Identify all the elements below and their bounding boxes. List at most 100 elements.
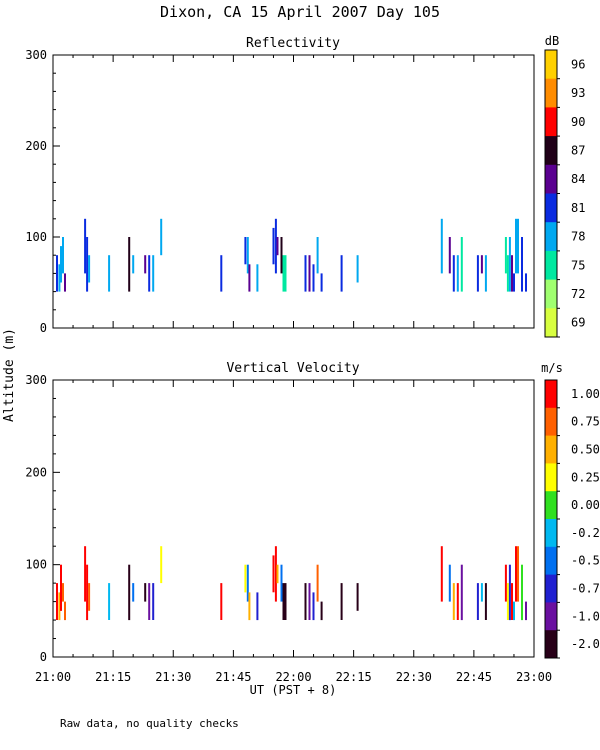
reflectivity-y-tick-label: 0 (40, 321, 47, 335)
reflectivity-axes: 0 100 200 300 (25, 48, 535, 335)
reflectivity-echo-streak (284, 255, 287, 292)
reflectivity-echo-streak (340, 255, 343, 292)
velocity-echo-streak (356, 583, 359, 611)
reflectivity-colorbar-swatch (545, 107, 557, 137)
reflectivity-echo-streak (248, 264, 251, 292)
velocity-echo-streak (62, 583, 64, 602)
reflectivity-echo-streak (152, 255, 155, 292)
velocity-echo-streak (88, 583, 91, 611)
reflectivity-colorbar-swatch (545, 78, 557, 108)
velocity-echo-streak (144, 583, 147, 602)
velocity-colorbar-label: -0.25 (571, 526, 600, 540)
reflectivity-echo-streak (108, 255, 111, 292)
reflectivity-echo-streak (148, 255, 151, 292)
reflectivity-colorbar-swatch (545, 193, 557, 223)
reflectivity-echo-streak (128, 237, 131, 292)
reflectivity-echo-streak (64, 273, 66, 292)
velocity-echo-streak (456, 583, 459, 620)
reflectivity-colorbar-label: 84 (571, 172, 585, 186)
reflectivity-colorbar-label: 72 (571, 287, 585, 301)
velocity-echo-streak (312, 592, 315, 621)
velocity-echo-streak (280, 564, 283, 602)
velocity-colorbar-label: 0.50 (571, 443, 600, 457)
reflectivity-echo-streak (440, 218, 443, 274)
reflectivity-echo-streak (280, 237, 283, 274)
velocity-echo-streak (60, 564, 62, 611)
velocity-echo-streak (256, 592, 259, 621)
reflectivity-echo-streak (320, 273, 323, 292)
velocity-echo-streak (513, 601, 515, 621)
velocity-echo-streak (508, 564, 511, 621)
velocity-colorbar-swatch (545, 463, 557, 492)
reflectivity-echo-streak (88, 255, 91, 283)
velocity-echo-streak (246, 564, 249, 602)
reflectivity-colorbar-swatch (545, 250, 557, 281)
reflectivity-echo-streak (276, 237, 279, 256)
x-axis-label: UT (PST + 8) (250, 683, 337, 697)
velocity-colorbar-swatch (545, 546, 557, 576)
velocity-echo-streak (460, 564, 463, 621)
reflectivity-echo-streak (56, 255, 58, 292)
velocity-echo-streak (282, 583, 285, 620)
reflectivity-echo-streak (244, 237, 247, 265)
velocity-echo-streak (86, 564, 89, 621)
reflectivity-title: Reflectivity (246, 36, 340, 51)
reflectivity-echo-streak (452, 255, 455, 292)
x-tick-label: 22:45 (456, 670, 492, 684)
x-tick-label: 23:00 (516, 670, 552, 684)
reflectivity-echo-streak (256, 264, 259, 292)
x-tick-label: 21:15 (95, 670, 131, 684)
reflectivity-echo-streak (246, 237, 249, 274)
velocity-echo-streak (58, 592, 61, 621)
velocity-colorbar-unit: m/s (541, 361, 563, 375)
velocity-axes: 21:00 21:15 21:30 21:45 22:00 22:15 22:30 22:45… (25, 373, 552, 684)
footnote: Raw data, no quality checks (60, 717, 239, 730)
reflectivity-y-tick-label: 100 (25, 230, 47, 244)
reflectivity-echo-streak (304, 255, 307, 292)
velocity-echo-streak (244, 564, 247, 593)
velocity-echo-streak (308, 583, 311, 620)
reflectivity-y-tick-label: 200 (25, 139, 47, 153)
reflectivity-colorbar-label: 93 (571, 86, 585, 100)
velocity-echo-streak (525, 601, 527, 621)
velocity-echo-streak (440, 546, 443, 602)
reflectivity-echo-streak (58, 264, 61, 292)
velocity-colorbar-label: 0.00 (571, 498, 600, 512)
reflectivity-colorbar-unit: dB (545, 34, 559, 48)
reflectivity-colorbar: 96 93 90 87 84 81 78 75 72 69 (544, 49, 585, 338)
reflectivity-streaks (56, 218, 527, 292)
velocity-echo-streak (480, 583, 483, 602)
reflectivity-echo-streak (460, 237, 463, 292)
reflectivity-echo-streak (220, 255, 223, 292)
velocity-streaks (56, 546, 527, 621)
velocity-echo-streak (284, 583, 287, 620)
velocity-colorbar-swatch (545, 435, 557, 464)
reflectivity-echo-streak (316, 237, 319, 274)
x-tick-label: 21:45 (215, 670, 251, 684)
velocity-colorbar-label: -0.75 (571, 582, 600, 596)
reflectivity-echo-streak (521, 237, 523, 292)
velocity-echo-streak (132, 583, 135, 602)
velocity-echo-streak (64, 601, 66, 621)
velocity-echo-streak (84, 546, 87, 602)
reflectivity-echo-streak (448, 237, 451, 274)
velocity-echo-streak (128, 564, 131, 621)
velocity-y-tick-label: 300 (25, 373, 47, 387)
reflectivity-echo-streak (62, 237, 64, 274)
velocity-echo-streak (276, 564, 279, 584)
reflectivity-echo-streak (132, 255, 135, 274)
reflectivity-colorbar-label: 87 (571, 144, 585, 158)
reflectivity-colorbar-swatch (545, 164, 557, 194)
velocity-echo-streak (304, 583, 307, 620)
velocity-colorbar-swatch (545, 407, 557, 437)
velocity-echo-streak (506, 583, 509, 620)
velocity-echo-streak (148, 583, 151, 620)
velocity-echo-streak (56, 583, 58, 620)
reflectivity-echo-streak (272, 227, 275, 265)
velocity-colorbar-label: 0.25 (571, 470, 600, 484)
velocity-echo-streak (272, 555, 275, 593)
y-axis-label: Altitude (m) (2, 328, 17, 422)
reflectivity-echo-streak (511, 255, 513, 292)
velocity-y-tick-label: 0 (40, 650, 47, 664)
